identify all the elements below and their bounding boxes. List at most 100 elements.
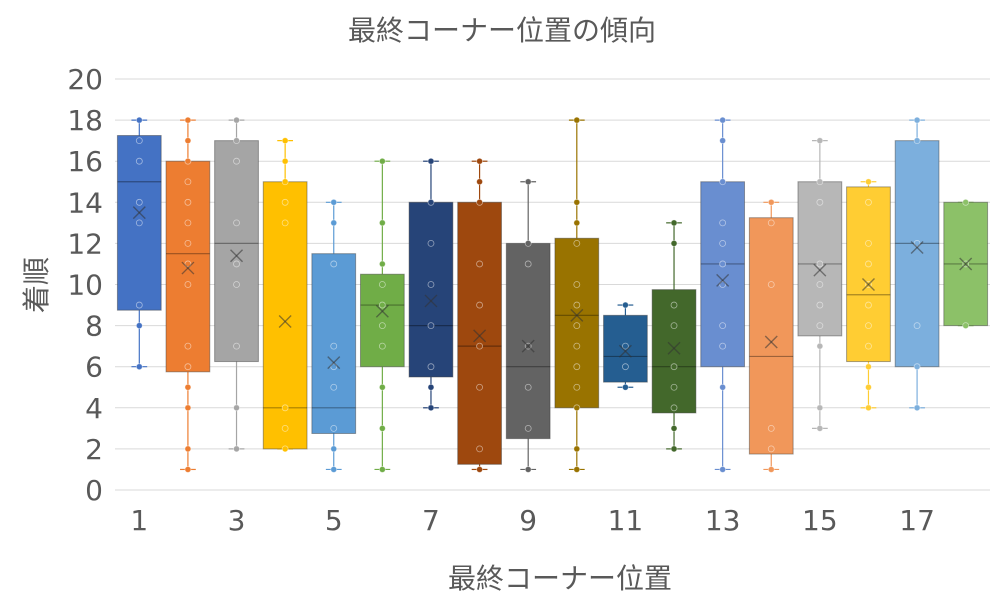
- data-point: [281, 404, 289, 412]
- data-point: [719, 219, 727, 227]
- data-point: [233, 281, 240, 288]
- data-point: [719, 322, 727, 330]
- data-point: [913, 239, 921, 247]
- data-point: [233, 404, 240, 412]
- data-point: [767, 445, 775, 453]
- box: [894, 140, 940, 368]
- box: [846, 186, 891, 363]
- y-tick-label: 12: [67, 227, 103, 260]
- data-point: [184, 445, 192, 453]
- box-series: [116, 116, 989, 473]
- data-point: [427, 198, 435, 206]
- data-point: [865, 342, 872, 350]
- data-point: [524, 260, 532, 268]
- mean-marker: [278, 314, 292, 328]
- data-point: [913, 116, 921, 124]
- box: [165, 160, 211, 373]
- data-point: [573, 239, 581, 247]
- box: [457, 201, 502, 465]
- data-point: [378, 342, 386, 350]
- data-point: [573, 445, 581, 453]
- data-point: [573, 363, 581, 371]
- data-point: [476, 383, 483, 391]
- data-point: [378, 383, 386, 391]
- box-group-15: [797, 137, 843, 432]
- data-point: [816, 281, 824, 288]
- box: [505, 242, 551, 440]
- data-point: [573, 322, 581, 330]
- data-point: [378, 424, 386, 432]
- box: [748, 217, 794, 455]
- y-tick-label: 10: [67, 269, 103, 302]
- data-point: [767, 219, 775, 227]
- box: [359, 273, 405, 368]
- y-tick-label: 20: [67, 63, 103, 96]
- data-point: [233, 445, 240, 453]
- mean-marker: [327, 356, 341, 370]
- data-point: [865, 383, 872, 391]
- data-point: [330, 342, 338, 350]
- data-point: [622, 301, 629, 309]
- data-point: [184, 363, 192, 371]
- box-group-9: [505, 178, 551, 473]
- data-point: [816, 404, 824, 412]
- box-group-11: [603, 301, 648, 391]
- x-tick-label: 5: [325, 504, 343, 537]
- data-point: [378, 260, 386, 268]
- data-point: [816, 260, 824, 268]
- data-point: [719, 383, 727, 391]
- data-point: [476, 178, 483, 186]
- mean-marker: [667, 341, 681, 355]
- box-group-1: [116, 116, 162, 371]
- data-point: [476, 301, 483, 309]
- data-point: [330, 424, 338, 432]
- data-point: [816, 178, 824, 186]
- data-point: [135, 322, 143, 330]
- data-point: [670, 322, 678, 330]
- data-point: [233, 137, 240, 145]
- data-point: [427, 363, 435, 371]
- data-point: [719, 466, 727, 473]
- data-point: [281, 178, 289, 186]
- box-group-18: [943, 198, 989, 330]
- data-point: [865, 198, 872, 206]
- data-point: [573, 198, 581, 206]
- data-point: [427, 239, 435, 247]
- data-point: [622, 363, 629, 371]
- data-point: [865, 239, 872, 247]
- data-point: [719, 116, 727, 124]
- data-point: [184, 178, 192, 186]
- data-point: [330, 198, 338, 206]
- data-point: [476, 260, 483, 268]
- data-point: [281, 445, 289, 453]
- data-point: [670, 219, 678, 227]
- data-point: [233, 157, 240, 165]
- data-point: [913, 322, 921, 330]
- box-group-16: [846, 178, 891, 412]
- data-point: [816, 424, 824, 432]
- box-group-14: [748, 198, 794, 473]
- data-point: [767, 466, 775, 473]
- mean-marker: [375, 304, 389, 318]
- data-point: [913, 363, 921, 371]
- mean-marker: [181, 261, 195, 275]
- y-tick-label: 8: [85, 310, 103, 343]
- x-tick-label: 13: [705, 504, 741, 537]
- data-point: [378, 281, 386, 288]
- data-point: [670, 445, 678, 453]
- data-point: [719, 260, 727, 268]
- data-point: [913, 137, 921, 145]
- box-group-5: [311, 198, 357, 473]
- data-point: [135, 116, 143, 124]
- data-point: [281, 137, 289, 145]
- data-point: [427, 157, 435, 165]
- data-point: [330, 260, 338, 268]
- data-point: [719, 342, 727, 350]
- data-point: [865, 363, 872, 371]
- data-point: [476, 342, 483, 350]
- data-point: [281, 219, 289, 227]
- x-tick-label: 7: [422, 504, 440, 537]
- data-point: [816, 342, 824, 350]
- box-group-10: [554, 116, 600, 473]
